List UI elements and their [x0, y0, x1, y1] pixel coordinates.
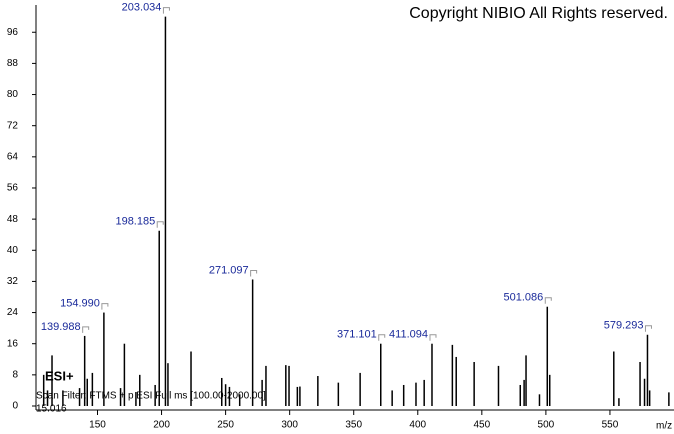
peak-label: 271.097 — [209, 264, 249, 276]
peak-label: 198.185 — [115, 216, 155, 228]
peak-label: 371.101 — [337, 329, 377, 341]
peak-label: 411.094 — [389, 329, 428, 341]
label-bracket — [101, 303, 109, 310]
x-tick-label: 400 — [409, 420, 426, 431]
y-tick-label: 56 — [7, 183, 19, 194]
label-bracket — [544, 297, 552, 304]
peak-label: 579.293 — [604, 320, 644, 332]
x-axis-label: m/z — [656, 421, 672, 432]
peak-label: 203.034 — [122, 2, 162, 14]
x-tick-label: 300 — [281, 420, 298, 431]
label-bracket — [644, 325, 652, 332]
chart-title: Copyright NIBIO All Rights reserved. — [409, 5, 668, 22]
x-tick-label: 550 — [602, 420, 619, 431]
y-tick-label: 80 — [7, 89, 19, 100]
y-tick-label: 0 — [12, 401, 18, 412]
y-tick-label: 24 — [7, 307, 19, 318]
label-bracket — [162, 7, 170, 14]
label-bracket — [250, 269, 258, 277]
scan-filter: Scan Filter: FTMS + p ESI Full ms [100.0… — [36, 391, 266, 402]
y-tick-label: 16 — [7, 338, 19, 349]
x-tick-label: 250 — [217, 420, 234, 431]
x-tick-label: 150 — [89, 420, 106, 431]
y-tick-label: 48 — [7, 214, 19, 225]
label-bracket — [156, 221, 164, 228]
y-tick-label: 32 — [7, 276, 19, 287]
peak-label: 154.990 — [60, 297, 100, 309]
peak-label: 139.988 — [41, 321, 81, 333]
peak-label: 501.086 — [504, 292, 544, 304]
label-bracket — [429, 334, 437, 341]
y-tick-label: 8 — [12, 369, 18, 380]
y-tick-label: 64 — [7, 151, 19, 162]
x-tick-label: 450 — [473, 420, 490, 431]
x-tick-label: 500 — [538, 420, 555, 431]
y-tick-label: 72 — [7, 120, 19, 131]
retention-time: 15.016 — [36, 404, 67, 415]
x-tick-label: 200 — [153, 420, 170, 431]
ion-mode: ESI+ — [45, 368, 74, 383]
label-bracket — [82, 326, 90, 333]
y-tick-label: 88 — [7, 58, 19, 69]
y-tick-label: 40 — [7, 245, 19, 256]
y-tick-label: 96 — [7, 27, 19, 38]
x-tick-label: 350 — [345, 420, 362, 431]
label-bracket — [378, 334, 386, 341]
